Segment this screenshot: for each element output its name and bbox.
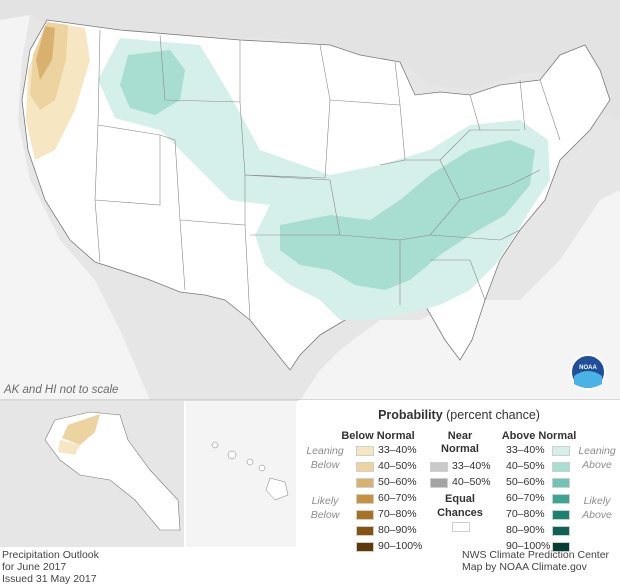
below-normal-label: 80–90% bbox=[378, 524, 417, 536]
above-normal-swatch bbox=[552, 478, 570, 488]
hawaii-islands bbox=[211, 441, 289, 501]
ocean-southeast bbox=[300, 190, 620, 400]
noaa-logo: NOAA bbox=[570, 354, 606, 390]
below-normal-label: 40–50% bbox=[378, 460, 417, 472]
below-normal-swatch bbox=[356, 478, 374, 488]
above-normal-swatch bbox=[552, 446, 570, 456]
likely-above-label: Likely Above bbox=[582, 495, 612, 521]
alaska-below-lean bbox=[58, 440, 80, 455]
leaning-below-label: Leaning Below bbox=[306, 445, 344, 471]
below-normal-swatch bbox=[356, 462, 374, 472]
legend-title-rest: (percent chance) bbox=[442, 408, 540, 422]
above-40-montana bbox=[120, 50, 185, 115]
above-normal-label: 80–90% bbox=[506, 524, 545, 536]
above-normal-label: 33–40% bbox=[506, 444, 545, 456]
below-normal-swatch bbox=[356, 542, 374, 552]
hawaii-inset-bg bbox=[186, 401, 296, 547]
above-normal-label: 90–100% bbox=[506, 540, 551, 552]
equal-chances-line1: Equal bbox=[445, 493, 475, 505]
footer-right: NWS Climate Prediction Center Map by NOA… bbox=[462, 549, 609, 573]
below-normal-label: 60–70% bbox=[378, 492, 417, 504]
near-normal-label: 33–40% bbox=[452, 460, 491, 472]
near-normal-label: 40–50% bbox=[452, 476, 491, 488]
above-normal-swatch bbox=[552, 526, 570, 536]
leaning-above-label: Leaning Above bbox=[578, 445, 616, 471]
below-40-region bbox=[30, 22, 68, 110]
legend-title-bold: Probability bbox=[378, 408, 443, 422]
above-normal-label: 40–50% bbox=[506, 460, 545, 472]
near-normal-head: Near Normal bbox=[430, 430, 490, 456]
below-normal-label: 33–40% bbox=[378, 444, 417, 456]
below-normal-head: Below Normal bbox=[341, 430, 415, 442]
equal-chances-swatch bbox=[452, 522, 470, 532]
equal-chances-line2: Chances bbox=[437, 507, 483, 519]
canada-land bbox=[0, 0, 620, 120]
above-normal-label: 70–80% bbox=[506, 508, 545, 520]
near-normal-head-line1: Near bbox=[447, 430, 473, 442]
above-40-mid bbox=[280, 140, 535, 290]
below-normal-swatch bbox=[356, 446, 374, 456]
above-normal-head: Above Normal bbox=[501, 430, 577, 442]
above-normal-swatch bbox=[552, 542, 570, 552]
outlook-title: Precipitation Outlook bbox=[2, 549, 99, 561]
likely-below-label: Likely Below bbox=[310, 495, 340, 521]
below-normal-label: 50–60% bbox=[378, 476, 417, 488]
alaska-below-region bbox=[62, 414, 100, 445]
scale-note: AK and HI not to scale bbox=[4, 384, 119, 396]
outlook-period: for June 2017 bbox=[2, 561, 67, 573]
near-normal-swatch bbox=[430, 462, 448, 472]
above-normal-swatch bbox=[552, 462, 570, 472]
state-borders bbox=[94, 29, 561, 321]
above-normal-label: 50–60% bbox=[506, 476, 545, 488]
footer-left: Precipitation Outlook for June 2017 Issu… bbox=[2, 549, 99, 585]
below-normal-label: 90–100% bbox=[378, 540, 423, 552]
legend: Probability (percent chance) Below Norma… bbox=[298, 400, 620, 552]
noaa-logo-text: NOAA bbox=[579, 365, 597, 371]
below-normal-swatch bbox=[356, 510, 374, 520]
near-normal-swatch bbox=[430, 478, 448, 488]
above-normal-swatch bbox=[552, 494, 570, 504]
below-normal-swatch bbox=[356, 494, 374, 504]
above-normal-label: 60–70% bbox=[506, 492, 545, 504]
equal-chances-label: Equal Chances bbox=[430, 492, 490, 520]
below-normal-swatch bbox=[356, 526, 374, 536]
outlook-issued: Issued 31 May 2017 bbox=[2, 573, 97, 585]
ocean-west bbox=[0, 15, 150, 400]
below-normal-label: 70–80% bbox=[378, 508, 417, 520]
legend-title: Probability (percent chance) bbox=[298, 408, 620, 422]
near-normal-head-line2: Normal bbox=[441, 443, 479, 455]
below-50-region bbox=[36, 26, 55, 80]
credit-cpc: NWS Climate Prediction Center bbox=[462, 549, 610, 561]
above-normal-swatch bbox=[552, 510, 570, 520]
credit-noaa: Map by NOAA Climate.gov bbox=[462, 561, 587, 573]
